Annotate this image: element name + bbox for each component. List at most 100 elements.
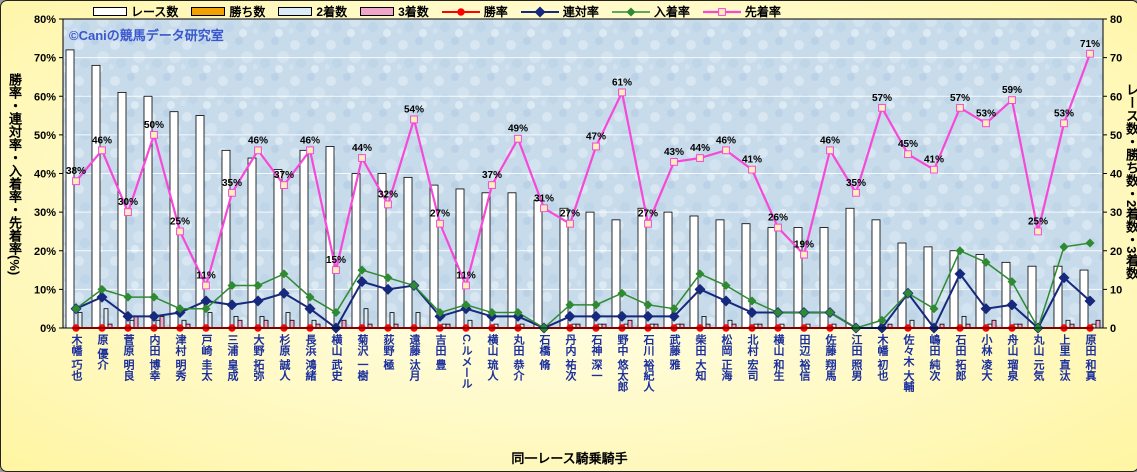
marker-placing-rate bbox=[513, 308, 523, 318]
point-label: 27% bbox=[560, 209, 580, 220]
marker-placing-rate bbox=[279, 269, 289, 279]
bar-thirds bbox=[1095, 319, 1101, 329]
legend-line-swatch-win-rate bbox=[441, 7, 480, 16]
marker-finish-ahead-rate bbox=[358, 154, 366, 162]
marker-quinella-rate bbox=[1058, 272, 1070, 284]
bar-races bbox=[975, 254, 985, 329]
line-placing-rate bbox=[75, 242, 1091, 330]
marker-quinella-rate bbox=[534, 5, 546, 18]
point-label: 45% bbox=[898, 139, 918, 150]
y-axis-right-tick-label: 40 bbox=[1110, 169, 1122, 181]
bar-thirds bbox=[289, 319, 295, 329]
marker-quinella-rate bbox=[954, 268, 966, 280]
marker-placing-rate bbox=[877, 315, 887, 325]
legend-swatch-thirds bbox=[360, 7, 395, 16]
point-label: 41% bbox=[924, 155, 944, 166]
marker-finish-ahead-rate bbox=[566, 219, 574, 228]
bar-races bbox=[65, 49, 75, 329]
bar-races bbox=[663, 211, 673, 329]
y-axis-right-tick-label: 30 bbox=[1110, 207, 1122, 219]
marker-finish-ahead-rate bbox=[254, 146, 262, 155]
watermark: ©Caniの競馬データ研究室 bbox=[69, 28, 224, 43]
point-label: 59% bbox=[1002, 85, 1022, 96]
bar-races bbox=[585, 211, 595, 329]
bar-races bbox=[195, 115, 205, 329]
marker-placing-rate bbox=[487, 308, 497, 318]
marker-finish-ahead-rate bbox=[956, 103, 964, 112]
point-label: 43% bbox=[664, 147, 684, 158]
point-label: 11% bbox=[456, 271, 476, 282]
marker-placing-rate bbox=[773, 308, 783, 318]
bar-races bbox=[403, 176, 413, 329]
legend-label-thirds: 3着数 bbox=[398, 5, 429, 19]
marker-quinella-rate bbox=[642, 310, 654, 322]
point-label: 50% bbox=[144, 120, 164, 131]
point-label: 61% bbox=[612, 77, 632, 88]
marker-quinella-rate bbox=[590, 310, 602, 322]
y-axis-left-title: 勝率・連対率・入着率・先着率(%) bbox=[7, 73, 22, 276]
point-label: 32% bbox=[378, 189, 398, 200]
bar-thirds bbox=[263, 319, 269, 329]
marker-quinella-rate bbox=[122, 310, 134, 322]
point-label: 41% bbox=[742, 155, 762, 166]
marker-placing-rate bbox=[253, 281, 263, 291]
marker-quinella-rate bbox=[694, 283, 706, 295]
point-label: 46% bbox=[716, 135, 736, 146]
point-label: 71% bbox=[1080, 39, 1100, 50]
marker-placing-rate bbox=[981, 257, 991, 267]
marker-placing-rate bbox=[695, 269, 705, 279]
marker-finish-ahead-rate bbox=[826, 146, 834, 155]
point-label: 15% bbox=[326, 255, 346, 266]
point-label: 44% bbox=[690, 143, 710, 154]
marker-quinella-rate bbox=[720, 295, 732, 307]
bar-thirds bbox=[627, 319, 633, 329]
y-axis-left-tick-label: 30% bbox=[34, 207, 56, 219]
marker-placing-rate bbox=[357, 265, 367, 275]
y-axis-right-tick-label: 80 bbox=[1110, 14, 1122, 26]
y-axis-left-tick-label: 60% bbox=[34, 91, 56, 103]
marker-placing-rate bbox=[175, 304, 185, 314]
legend-item-quinella-rate: 連対率 bbox=[520, 3, 599, 20]
legend-label-finish-ahead-rate: 先着率 bbox=[744, 5, 781, 19]
y-axis-right-tick-label: 10 bbox=[1110, 284, 1122, 296]
marker-finish-ahead-rate bbox=[436, 219, 444, 228]
point-label: 25% bbox=[170, 216, 190, 227]
marker-finish-ahead-rate bbox=[124, 208, 132, 217]
y-axis-right-tick-label: 70 bbox=[1110, 53, 1122, 65]
marker-quinella-rate bbox=[304, 303, 316, 315]
bar-races bbox=[533, 200, 543, 329]
marker-quinella-rate bbox=[668, 310, 680, 322]
marker-quinella-rate bbox=[382, 283, 394, 295]
point-label: 38% bbox=[66, 166, 86, 177]
marker-finish-ahead-rate bbox=[384, 200, 392, 209]
marker-quinella-rate bbox=[226, 299, 238, 311]
bar-thirds bbox=[991, 319, 997, 329]
legend-label-placing-rate: 入着率 bbox=[653, 5, 690, 19]
bar-races bbox=[845, 207, 855, 329]
marker-placing-rate bbox=[669, 304, 679, 314]
marker-finish-ahead-rate bbox=[98, 146, 106, 155]
marker-finish-ahead-rate bbox=[748, 165, 756, 174]
y-axis-left-tick-label: 20% bbox=[34, 246, 56, 258]
marker-finish-ahead-rate bbox=[717, 7, 726, 16]
marker-placing-rate bbox=[1059, 242, 1069, 252]
y-axis-left-tick-label: 10% bbox=[34, 284, 56, 296]
marker-finish-ahead-rate bbox=[1086, 49, 1094, 58]
legend-item-wins: 勝ち数 bbox=[191, 3, 265, 20]
y-axis-left-tick-label: 80% bbox=[34, 14, 56, 26]
point-label: 46% bbox=[300, 135, 320, 146]
marker-placing-rate bbox=[955, 246, 965, 256]
marker-placing-rate bbox=[305, 292, 315, 302]
bar-seconds bbox=[363, 308, 369, 329]
marker-finish-ahead-rate bbox=[982, 119, 990, 128]
point-label: 57% bbox=[872, 93, 892, 104]
point-label: 54% bbox=[404, 104, 424, 115]
point-label: 46% bbox=[248, 135, 268, 146]
marker-placing-rate bbox=[903, 288, 913, 298]
point-label: 46% bbox=[820, 135, 840, 146]
bar-races bbox=[715, 219, 725, 329]
marker-placing-rate bbox=[201, 304, 211, 314]
marker-finish-ahead-rate bbox=[930, 165, 938, 174]
bar-thirds bbox=[133, 316, 139, 329]
